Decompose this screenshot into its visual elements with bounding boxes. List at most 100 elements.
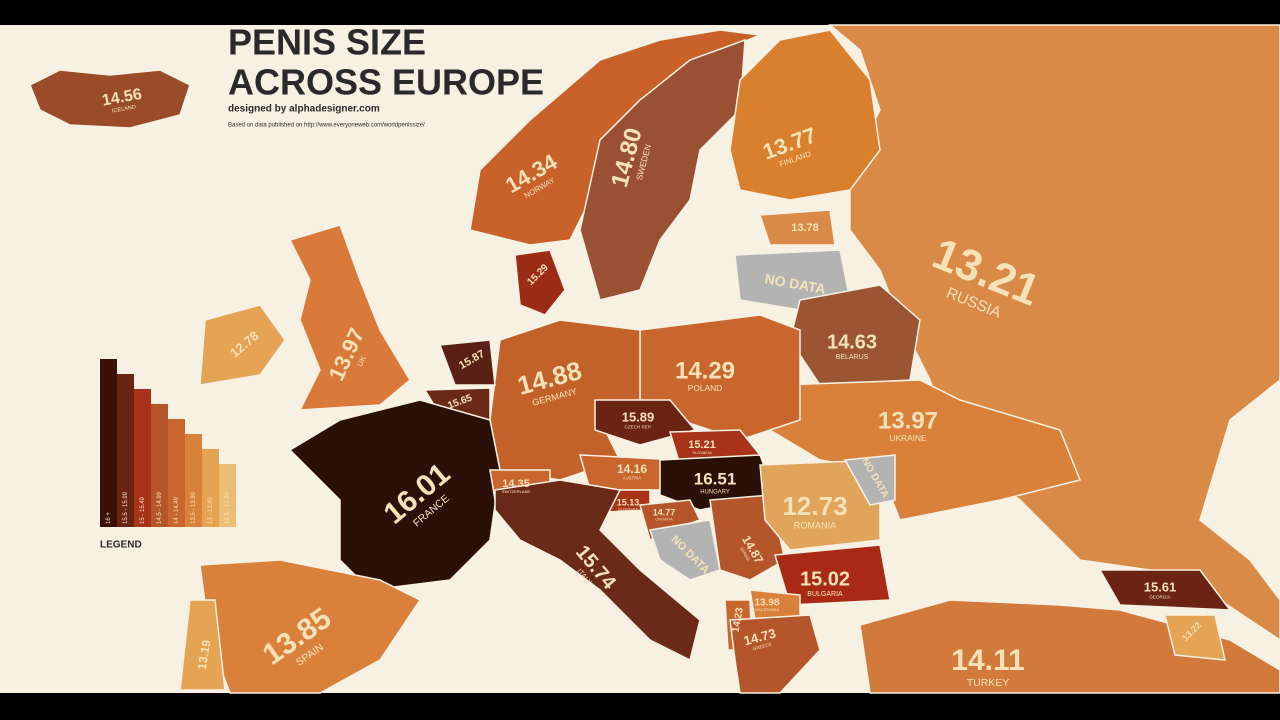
country bbox=[729, 614, 821, 694]
country-name: HUNGARY bbox=[700, 489, 730, 495]
country bbox=[729, 29, 881, 201]
country-label: 13.19 bbox=[195, 639, 214, 671]
country-value: 13.98 bbox=[754, 598, 779, 609]
country-name: SLOVENIA bbox=[618, 506, 638, 511]
country bbox=[649, 519, 721, 581]
legend-label: 15 - 15.49 bbox=[140, 496, 146, 524]
legend-label: 16 + bbox=[106, 512, 112, 524]
country bbox=[288, 224, 411, 411]
legend-label: 13.5 - 13.99 bbox=[191, 491, 197, 524]
country bbox=[1164, 614, 1226, 661]
country-value: 14.11 bbox=[951, 644, 1024, 677]
legend-label: 13 - 13.49 bbox=[208, 496, 214, 524]
country-value: 15.02 bbox=[800, 568, 850, 590]
legend-bar bbox=[219, 464, 236, 527]
legend-label: 12.5 - 12.99 bbox=[225, 491, 231, 524]
legend-bar bbox=[202, 449, 219, 527]
country-value: 15.89 bbox=[622, 409, 655, 424]
country-value: 14.23 bbox=[731, 606, 746, 633]
country-name: MACEDONIA bbox=[755, 607, 780, 612]
legend-bar bbox=[117, 374, 134, 527]
country bbox=[199, 304, 286, 386]
country-value: 13.19 bbox=[195, 639, 214, 671]
country-value: 16.51 bbox=[694, 469, 737, 488]
country bbox=[179, 599, 226, 691]
country-value: 13.97 bbox=[878, 407, 938, 434]
country bbox=[514, 249, 566, 316]
country-value: 14.63 bbox=[827, 331, 877, 353]
legend-title: LEGEND bbox=[100, 540, 142, 551]
title-line: ACROSS EUROPE bbox=[228, 62, 544, 103]
country bbox=[843, 454, 896, 506]
country-name: ICELAND bbox=[112, 104, 137, 114]
country bbox=[288, 399, 501, 591]
country bbox=[758, 209, 836, 246]
legend-label: 14 - 14.49 bbox=[174, 496, 180, 524]
country-value: 12.73 bbox=[782, 491, 847, 521]
credit: designed by alphadesigner.com bbox=[228, 104, 380, 115]
country-value: 15.21 bbox=[688, 439, 716, 451]
country bbox=[29, 69, 191, 129]
country-name: GREECE bbox=[752, 642, 772, 652]
legend-label: 14.5 - 14.99 bbox=[157, 491, 163, 524]
country-name: SLOVAKIA bbox=[692, 450, 712, 455]
country-value: 14.77 bbox=[653, 507, 676, 517]
country-value: 15.13 bbox=[617, 497, 640, 507]
country-name: BELARUS bbox=[836, 354, 869, 361]
legend-label: 15.5 - 15.99 bbox=[123, 491, 129, 524]
country bbox=[579, 38, 746, 301]
country bbox=[859, 599, 1280, 694]
legend-bar bbox=[100, 359, 117, 527]
country-value: 14.56 bbox=[101, 86, 143, 110]
country-name: CZECH REP. bbox=[625, 424, 652, 429]
legend-bar bbox=[185, 434, 202, 527]
legend-bar bbox=[134, 389, 151, 527]
country bbox=[438, 339, 496, 386]
country-value: 13.78 bbox=[791, 222, 819, 234]
title-line: PENIS SIZE bbox=[228, 22, 426, 63]
country-label: 13.78 bbox=[791, 222, 819, 234]
country-name: SWITZERLAND bbox=[502, 489, 531, 494]
country-name: UKRAINE bbox=[889, 433, 927, 443]
country-name: ROMANIA bbox=[794, 521, 837, 531]
country bbox=[774, 544, 891, 606]
country bbox=[1098, 569, 1232, 611]
country-value: 15.61 bbox=[1144, 579, 1177, 594]
country-name: AUSTRIA bbox=[623, 476, 641, 481]
country-name: UK bbox=[355, 354, 368, 368]
country-name: TURKEY bbox=[967, 677, 1010, 689]
country-value: 14.35 bbox=[502, 478, 530, 490]
country-value: 14.29 bbox=[675, 357, 735, 384]
country-value: 14.16 bbox=[617, 462, 647, 476]
legend-bar bbox=[168, 419, 185, 527]
country-name: CROATIA bbox=[655, 516, 673, 521]
legend: LEGEND 16 + 15.5 - 15.99 15 - 15.49 14.5 - … bbox=[100, 359, 236, 551]
country bbox=[769, 379, 1082, 521]
country-label: 14.23 bbox=[731, 606, 746, 633]
country-name: POLAND bbox=[688, 383, 722, 393]
legend-bar bbox=[151, 404, 168, 527]
country-name: GEORGIA bbox=[1149, 594, 1171, 599]
source: Based on data published on http://www.ev… bbox=[228, 123, 425, 129]
country bbox=[494, 479, 701, 662]
